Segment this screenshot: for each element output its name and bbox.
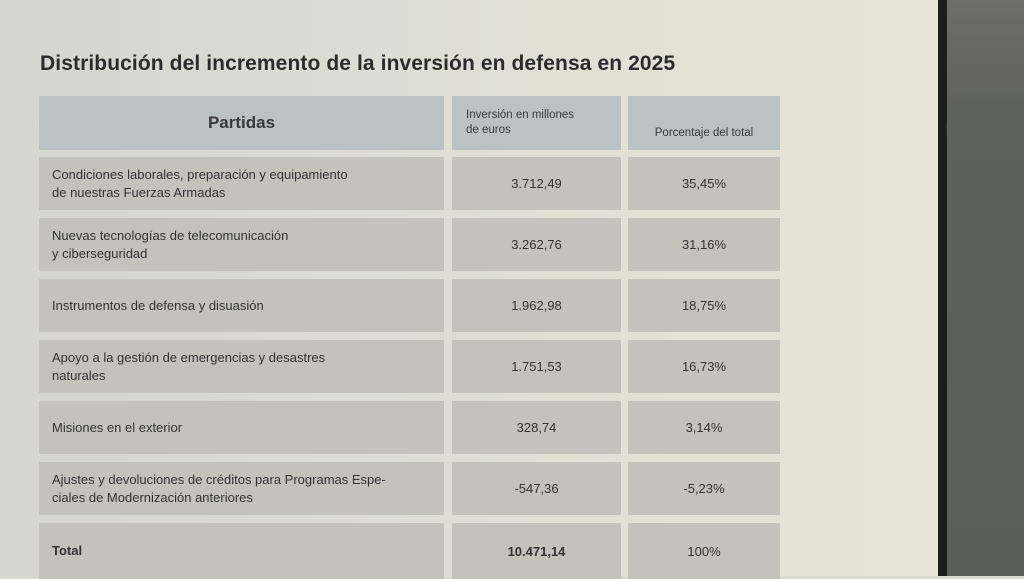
row-4-partida: Apoyo a la gestión de emergencias y desa…: [39, 340, 444, 393]
total-porcentaje: 100%: [628, 523, 780, 579]
header-partidas: Partidas: [39, 96, 444, 150]
row-3-inversion: 1.962,98: [452, 279, 621, 332]
row-4-inversion: 1.751,53: [452, 340, 621, 393]
row-3-partida: Instrumentos de defensa y disuasión: [39, 279, 444, 332]
monitor-bezel: [938, 0, 947, 576]
row-6-porcentaje: -5,23%: [628, 462, 780, 515]
background-wall: [947, 0, 1024, 576]
row-5-porcentaje: 3,14%: [628, 401, 780, 454]
row-2-porcentaje: 31,16%: [628, 218, 780, 271]
row-6-inversion: -547,36: [452, 462, 621, 515]
row-6-partida: Ajustes y devoluciones de créditos para …: [39, 462, 444, 515]
row-1-porcentaje: 35,45%: [628, 157, 780, 210]
row-1-inversion: 3.712,49: [452, 157, 621, 210]
row-5-partida: Misiones en el exterior: [39, 401, 444, 454]
row-4-porcentaje: 16,73%: [628, 340, 780, 393]
row-2-inversion: 3.262,76: [452, 218, 621, 271]
row-3-porcentaje: 18,75%: [628, 279, 780, 332]
header-inversion: Inversión en millones de euros: [452, 96, 621, 150]
total-inversion: 10.471,14: [452, 523, 621, 579]
row-2-partida: Nuevas tecnologías de telecomunicación y…: [39, 218, 444, 271]
slide-title: Distribución del incremento de la invers…: [40, 52, 676, 75]
row-5-inversion: 328,74: [452, 401, 621, 454]
row-1-partida: Condiciones laborales, preparación y equ…: [39, 157, 444, 210]
header-porcentaje: Porcentaje del total: [628, 96, 780, 150]
total-label: Total: [39, 523, 444, 579]
projected-slide: Distribución del incremento de la invers…: [0, 0, 940, 579]
